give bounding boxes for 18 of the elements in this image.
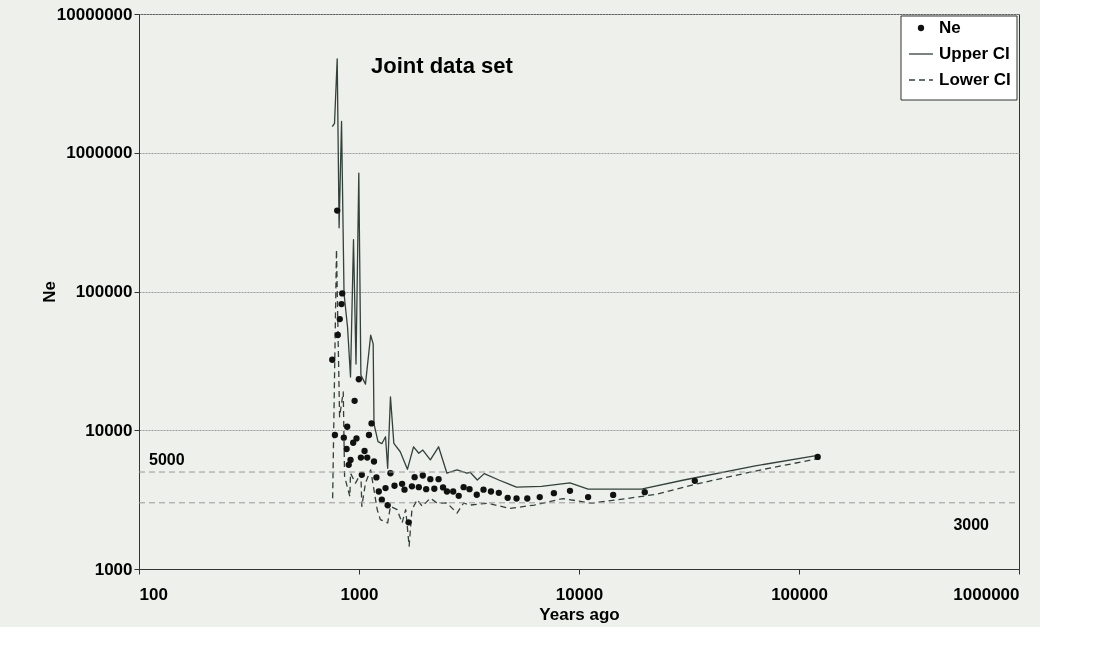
y-tick-label: 100000 — [75, 282, 133, 301]
x-tick-label: 100 — [139, 584, 168, 604]
legend-label: Lower CI — [939, 70, 1011, 89]
y-tick-label: 1000 — [94, 559, 133, 579]
x-tick-label: 10000 — [555, 584, 604, 604]
y-tick-label: 1000000 — [66, 143, 133, 163]
legend-label: Ne — [939, 18, 961, 37]
y-axis-title: Ne — [39, 281, 59, 303]
ref-line-label: 5000 — [149, 451, 185, 469]
x-tick-label: 1000000 — [953, 584, 1020, 604]
y-tick-label: 10000000 — [56, 4, 133, 24]
ref-line-label: 3000 — [953, 515, 990, 533]
x-tick-label: 100000 — [771, 584, 828, 604]
legend-label: Upper CI — [939, 44, 1010, 63]
text: Joint data set — [371, 53, 514, 78]
x-tick-label: 1000 — [340, 584, 379, 604]
y-tick-label: 10000 — [85, 420, 133, 440]
x-axis-title: Years ago — [539, 604, 620, 624]
